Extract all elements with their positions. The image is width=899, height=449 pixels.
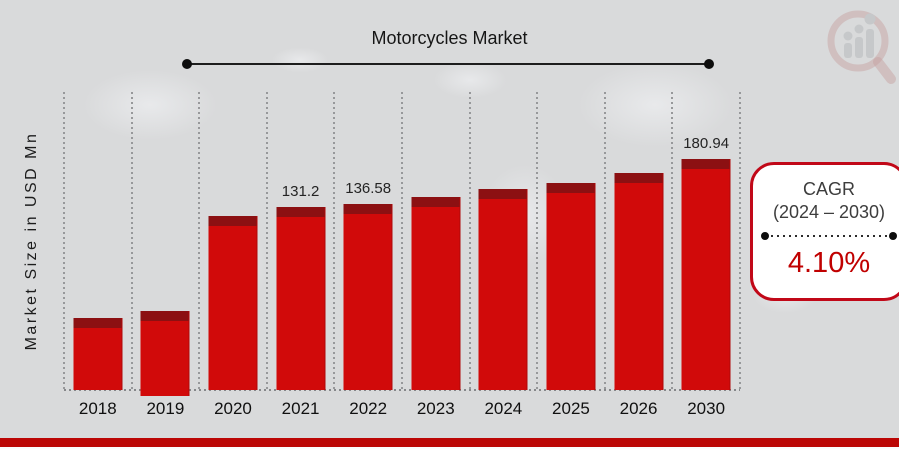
x-axis-label-2021: 2021 [281, 399, 320, 418]
bar-cap-2018 [73, 318, 122, 328]
chart-column-2025 [537, 92, 605, 390]
bar-2018 [73, 318, 123, 390]
chart-column-2026 [605, 92, 673, 390]
vertical-gridline-0 [63, 92, 65, 390]
cagr-value: 4.10% [787, 247, 871, 279]
title-underline [182, 59, 714, 69]
bar-cap-2030 [681, 159, 730, 169]
bar-2020 [208, 216, 258, 390]
x-axis-label-2019: 2019 [146, 399, 185, 418]
cagr-range: (2024 – 2030) [772, 202, 886, 222]
chart-column-2022: 136.58 [334, 92, 402, 390]
divider-endpoint-dot-right [889, 232, 897, 240]
x-axis-label-2020: 2020 [214, 399, 252, 418]
bar-2025 [546, 183, 596, 390]
x-axis-label-2018: 2018 [78, 399, 117, 418]
vertical-gridline-10 [739, 92, 741, 390]
x-axis-label-2022: 2022 [349, 399, 388, 418]
bar-2019 [140, 311, 190, 396]
underline-endpoint-dot-left [182, 59, 192, 69]
vertical-gridline-7 [536, 92, 539, 390]
chart-column-2018 [64, 92, 132, 390]
bar-cap-2024 [478, 189, 527, 199]
bar-value-label-2021: 131.2 [281, 183, 320, 200]
bar-cap-2026 [614, 173, 663, 183]
underline-endpoint-dot-right [704, 59, 714, 69]
vertical-gridline-5 [401, 92, 403, 390]
chart-column-2030: 180.94 [672, 92, 740, 390]
bar-cap-2025 [546, 183, 595, 193]
cagr-divider [761, 232, 897, 240]
vertical-gridline-4 [333, 92, 336, 390]
vertical-gridline-8 [603, 92, 606, 390]
divider-endpoint-dot-left [761, 232, 769, 240]
y-axis-label: Market Size in USD Mn [23, 131, 40, 351]
cagr-title: CAGR [802, 179, 855, 199]
chart-baseline [64, 389, 740, 391]
x-axis-label-2030: 2030 [687, 399, 726, 418]
bar-cap-2023 [411, 197, 460, 207]
x-axis-label-2024: 2024 [484, 399, 523, 418]
bar-2030 [681, 159, 731, 390]
bar-2021 [276, 207, 326, 390]
x-axis-label-2023: 2023 [416, 399, 455, 418]
vertical-gridline-6 [468, 92, 471, 390]
x-axis-label-2026: 2026 [619, 399, 658, 418]
bar-cap-2020 [208, 216, 257, 226]
bar-cap-2021 [276, 207, 325, 217]
bar-cap-2019 [140, 311, 189, 321]
chart-columns: 131.2 136.58 180.94 [63, 92, 741, 396]
bottom-accent-bar [0, 438, 899, 447]
vertical-gridline-3 [265, 92, 268, 390]
bar-2023 [411, 197, 461, 390]
vertical-gridline-1 [130, 92, 133, 390]
bar-value-label-2022: 136.58 [345, 180, 392, 197]
cagr-card: CAGR (2024 – 2030) 4.10% [750, 162, 899, 301]
chart-column-2020 [199, 92, 267, 390]
bar-cap-2022 [343, 204, 392, 214]
chart-column-2019 [132, 92, 200, 396]
vertical-gridline-9 [671, 92, 674, 390]
chart-column-2021: 131.2 [267, 92, 335, 390]
vertical-gridline-2 [198, 92, 201, 390]
bar-2024 [478, 189, 528, 390]
chart-column-2023 [402, 92, 470, 390]
page-title: Motorcycles Market [371, 28, 528, 48]
chart-column-2024 [470, 92, 538, 390]
x-axis-labels: 2018 2019 2020 2021 2022 2023 2024 2025 2026 2030 [64, 399, 740, 419]
bar-2026 [614, 173, 664, 390]
magnifier-bar-chart-logo-icon [827, 10, 896, 84]
bottom-white-strip [0, 447, 899, 449]
bar-value-label-2030: 180.94 [683, 135, 730, 152]
x-axis-label-2025: 2025 [552, 399, 590, 418]
bar-2022 [343, 204, 393, 390]
